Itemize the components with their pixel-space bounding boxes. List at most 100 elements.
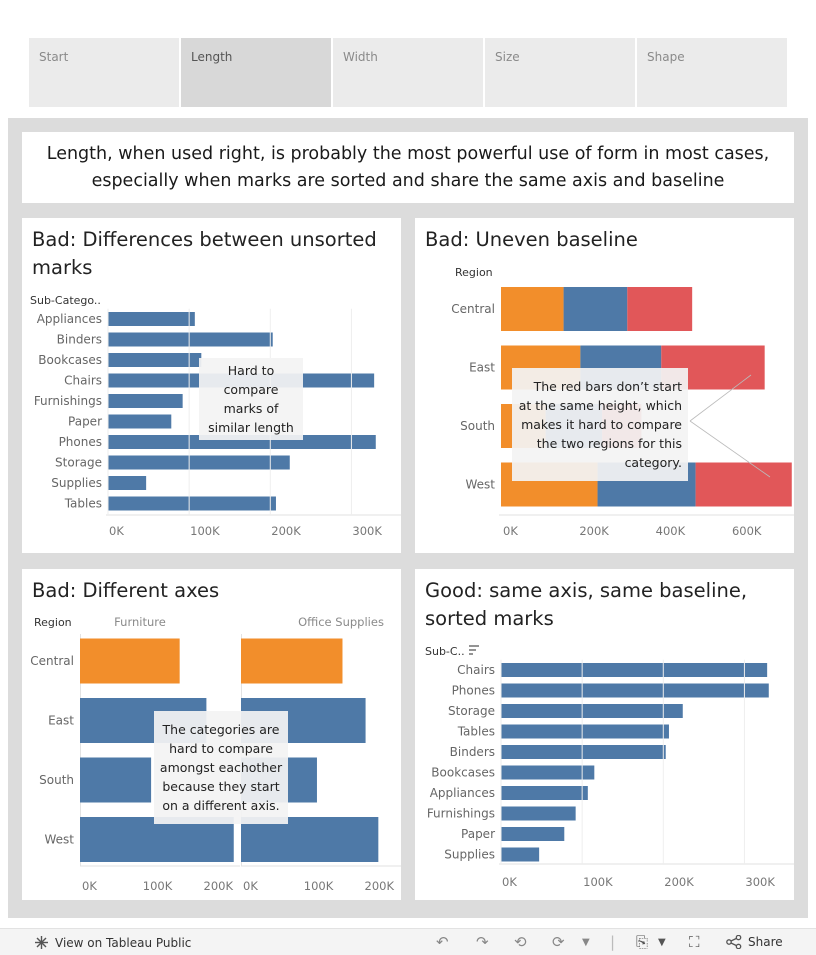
annotation-note: The categories are hard to compare among… (154, 711, 288, 824)
chevron-down-icon[interactable]: ▼ (658, 937, 666, 948)
tableau-logo-icon (35, 936, 48, 949)
bar (501, 724, 669, 739)
sort-icon (469, 645, 479, 655)
tick-label: 200K (365, 879, 395, 893)
category-label: South (39, 773, 74, 787)
fullscreen-icon[interactable]: ⛶ (689, 933, 700, 951)
redo-icon[interactable]: ↷ (476, 933, 489, 951)
bar (501, 827, 565, 841)
revert-icon[interactable]: ⟲ (514, 933, 527, 951)
bar-segment (695, 462, 792, 507)
bar (501, 683, 769, 698)
tab-start[interactable]: Start (29, 38, 179, 107)
category-label: Appliances (37, 312, 102, 326)
bar (80, 817, 234, 862)
category-label: Furnishings (427, 807, 495, 821)
tick-label: 0K (502, 875, 517, 889)
chart-unsorted: Sub-Catego.. Appliances Binders Bookcases Ch… (30, 294, 401, 538)
tick-label: 0K (243, 879, 258, 893)
tick-label: 100K (143, 879, 173, 893)
tick-label: 0K (109, 524, 124, 538)
annotation-pointer (689, 374, 752, 422)
panel-sorted: Good: same axis, same baseline, sorted m… (415, 569, 794, 900)
category-label: Bookcases (38, 353, 102, 367)
bar (108, 435, 376, 449)
category-label: Appliances (430, 786, 495, 800)
category-label: Supplies (444, 848, 495, 862)
category-label: Binders (450, 745, 495, 759)
bar (241, 817, 379, 862)
tick-label: 300K (745, 875, 775, 889)
bar (108, 476, 147, 490)
share-button[interactable]: Share (726, 935, 783, 949)
bar (501, 847, 540, 862)
tab-shape[interactable]: Shape (637, 38, 787, 107)
panel-title: Bad: Different axes (32, 579, 220, 602)
annotation-note: The red bars don’t start at the same hei… (512, 368, 688, 481)
view-on-tableau-label: View on Tableau Public (55, 935, 192, 950)
headline-text: Length, when used right, is probably the… (46, 143, 770, 191)
dimension-header: Sub-C.. (425, 645, 465, 658)
facet-header: Office Supplies (298, 615, 384, 629)
tick-label: 200K (271, 524, 301, 538)
undo-icon[interactable]: ↶ (436, 933, 449, 951)
annotation-note: Hard to compare marks of similar length (199, 358, 303, 440)
share-icon (726, 935, 742, 949)
category-label: Storage (448, 704, 495, 718)
facet-header: Furniture (114, 615, 166, 629)
tick-label: 100K (583, 875, 613, 889)
category-label: South (460, 419, 495, 433)
download-icon[interactable]: ⎘ (636, 933, 649, 951)
category-label: West (465, 478, 495, 492)
bar (241, 638, 343, 684)
category-label: Paper (68, 415, 102, 429)
tab-size[interactable]: Size (485, 38, 635, 107)
category-label: Central (30, 654, 74, 668)
refresh-icon[interactable]: ⟳ (552, 933, 565, 951)
category-label: Tables (64, 497, 102, 511)
panel-title: Bad: Uneven baseline (425, 228, 638, 251)
tab-width[interactable]: Width (333, 38, 483, 107)
tick-label: 200K (204, 879, 234, 893)
panel-different-axes: Bad: Different axes Region Central East Sou… (22, 569, 401, 900)
bar (501, 806, 576, 821)
bar (501, 745, 666, 759)
panel-unsorted: Bad: Differences between unsorted marks … (22, 218, 401, 553)
category-label: Binders (57, 333, 102, 347)
bar (108, 332, 273, 347)
share-label: Share (748, 935, 783, 949)
bar-segment (501, 287, 564, 331)
category-label: Paper (461, 827, 495, 841)
view-on-tableau-link[interactable]: View on Tableau Public (34, 935, 191, 950)
dimension-header: Region (34, 616, 72, 629)
tick-label: 400K (656, 524, 686, 538)
category-label: West (44, 833, 74, 847)
tick-label: 200K (579, 524, 609, 538)
category-label: East (48, 714, 74, 728)
bar (501, 663, 768, 677)
dimension-header: Sub-Catego.. (30, 294, 101, 307)
tick-label: 300K (352, 524, 382, 538)
bar (108, 496, 276, 511)
bar (501, 786, 588, 800)
bar (108, 312, 195, 326)
chart-sorted: Sub-C.. Chairs Phones Storage Tables Binders B… (425, 645, 794, 889)
category-label: Central (451, 302, 495, 316)
category-label: Supplies (51, 476, 102, 490)
category-label: Chairs (64, 374, 102, 388)
bar (80, 638, 180, 684)
bar-segment (563, 287, 628, 331)
tick-label: 600K (732, 524, 762, 538)
panel-title: Good: same axis, same baseline, sorted m… (425, 579, 748, 630)
tab-length[interactable]: Length (181, 38, 331, 107)
bar (108, 455, 290, 470)
panel-uneven-baseline: Bad: Uneven baseline Region Central East So… (415, 218, 794, 553)
category-label: East (469, 361, 495, 375)
panel-title: Bad: Differences between unsorted marks (32, 228, 377, 279)
tick-label: 0K (503, 524, 518, 538)
category-label: Phones (59, 435, 102, 449)
dimension-header: Region (455, 266, 493, 279)
chevron-down-icon[interactable]: ▼ (582, 937, 590, 948)
category-label: Bookcases (431, 766, 495, 780)
bar (501, 765, 595, 780)
